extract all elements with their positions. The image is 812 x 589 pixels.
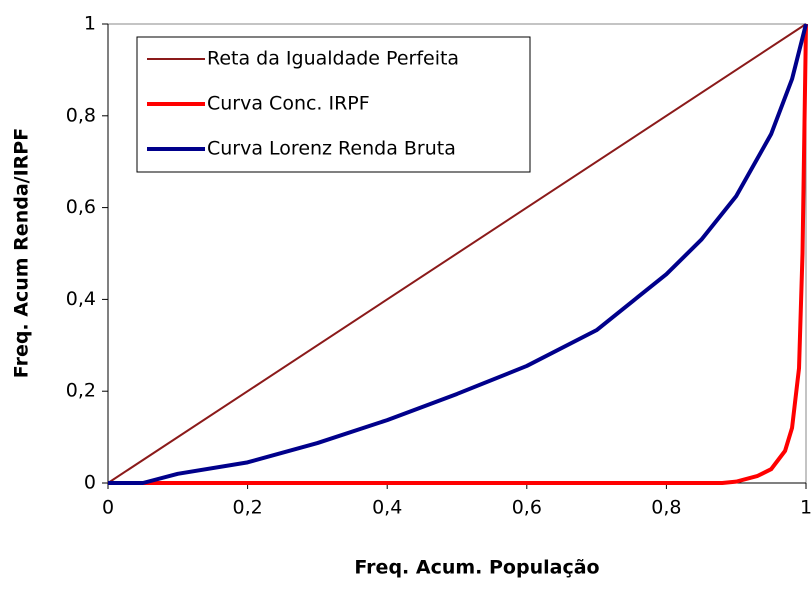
y-tick-label: 0 [84,472,96,494]
y-tick-label: 0,4 [66,288,96,310]
x-tick-label: 0,8 [651,497,681,519]
series-line [108,23,808,485]
legend-label: Curva Conc. IRPF [207,93,370,115]
y-tick-label: 0,8 [66,104,96,126]
x-tick-label: 0,6 [512,497,542,519]
series-line [107,23,807,484]
x-axis-title: Freq. Acum. População [354,557,599,579]
legend-label: Curva Lorenz Renda Bruta [207,138,456,160]
x-tick-label: 1 [800,497,812,519]
y-axis-title: Freq. Acum Renda/IRPF [11,128,33,378]
x-tick-label: 0,2 [232,497,262,519]
y-tick-label: 1 [84,13,96,35]
legend-label: Reta da Igualdade Perfeita [207,48,459,70]
x-tick-label: 0,4 [372,497,402,519]
x-tick-label: 0 [102,497,114,519]
y-tick-label: 0,2 [66,380,96,402]
series-line [108,23,808,485]
y-tick-label: 0,6 [66,196,96,218]
